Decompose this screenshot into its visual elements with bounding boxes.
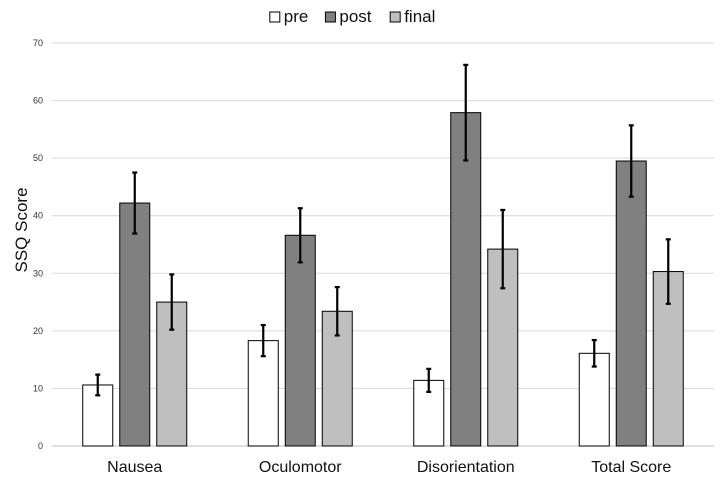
y-tick-label: 10 (33, 383, 43, 393)
y-tick-label: 40 (33, 211, 43, 221)
legend-label-post: post (339, 7, 371, 26)
error-bars (95, 63, 671, 397)
y-tick-labels: 0 10 20 30 40 50 60 70 (33, 38, 43, 451)
bar-oculomotor-post (284, 234, 316, 447)
bar-total-score-pre (578, 352, 610, 447)
legend-swatch-final (389, 11, 401, 23)
y-tick-label: 70 (33, 38, 43, 48)
y-axis-label: SSQ Score (12, 187, 31, 272)
bar-nausea-post (119, 202, 151, 447)
legend-label-pre: pre (284, 7, 309, 26)
y-tick-label: 20 (33, 326, 43, 336)
bars (82, 112, 684, 447)
category-label-nausea: Nausea (107, 459, 162, 476)
bar-total-score-post (615, 160, 647, 447)
legend: pre post final (269, 7, 435, 26)
y-tick-label: 0 (38, 441, 43, 451)
legend-swatch-pre (269, 11, 281, 23)
legend-swatch-post (324, 11, 336, 23)
bar-disorientation-post (450, 112, 482, 447)
legend-label-final: final (404, 7, 435, 26)
category-label-disorientation: Disorientation (417, 459, 515, 476)
category-label-total-score: Total Score (591, 459, 671, 476)
gridlines (52, 42, 714, 447)
category-labels: Nausea Oculomotor Disorientation Total Scor… (107, 459, 671, 476)
y-tick-label: 60 (33, 96, 43, 106)
y-tick-label: 30 (33, 268, 43, 278)
category-label-oculomotor: Oculomotor (259, 459, 342, 476)
y-tick-label: 50 (33, 153, 43, 163)
